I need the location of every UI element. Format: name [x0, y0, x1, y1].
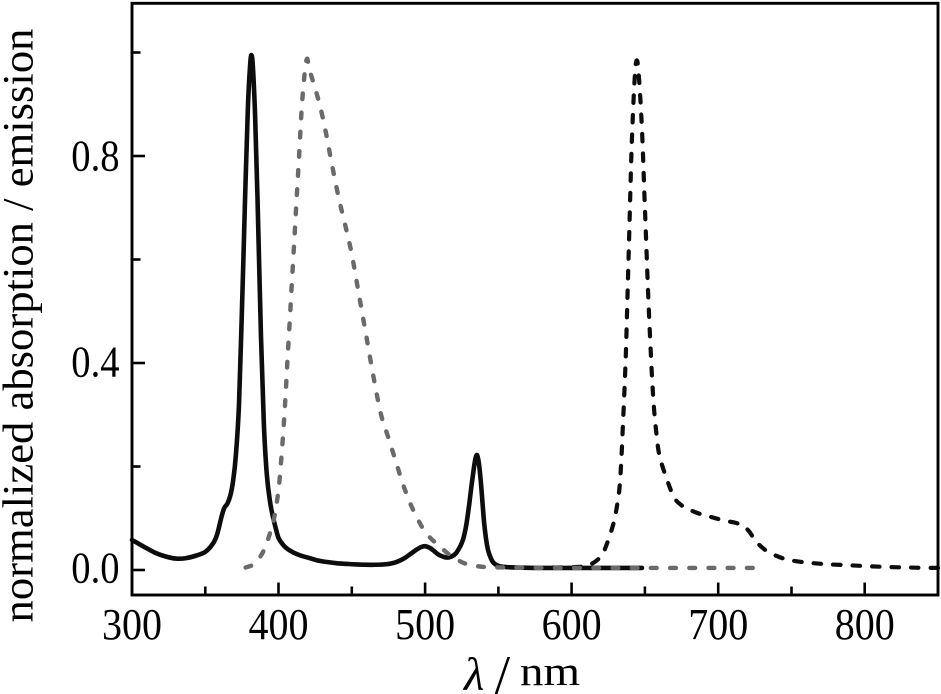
svg-text:0.8: 0.8 [71, 132, 119, 181]
svg-text:0.0: 0.0 [71, 544, 119, 593]
svg-text:0.4: 0.4 [71, 337, 119, 386]
svg-text:300: 300 [102, 600, 162, 649]
svg-text:700: 700 [688, 600, 748, 649]
svg-text:800: 800 [835, 600, 895, 649]
svg-text:λ/: λ / [462, 645, 511, 694]
svg-text:500: 500 [395, 600, 455, 649]
svg-text:400: 400 [249, 600, 309, 649]
svg-text:600: 600 [542, 600, 602, 649]
svg-text:nm: nm [520, 649, 580, 694]
svg-text:normalized absorption / emissi: normalized absorption / emission [0, 29, 42, 623]
